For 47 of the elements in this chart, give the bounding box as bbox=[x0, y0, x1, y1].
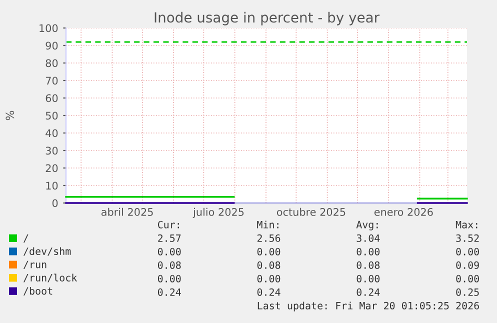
text: Max: bbox=[456, 220, 478, 228]
y-tick-label: 40 bbox=[46, 129, 58, 138]
text: 0.08 bbox=[257, 261, 280, 269]
y-tick-label: 50 bbox=[46, 112, 58, 120]
y-tick-label: 80 bbox=[46, 59, 58, 68]
text: 0.00 bbox=[456, 274, 479, 282]
x-tick-label: octubre 2025 bbox=[276, 208, 346, 216]
y-tick-label: 90 bbox=[46, 42, 58, 50]
text: 0.00 bbox=[356, 274, 380, 282]
text: Last update: Fri Mar 20 01:05:25 2026 bbox=[258, 302, 479, 312]
text: 0.00 bbox=[158, 248, 181, 256]
text: 3.52 bbox=[456, 234, 479, 242]
y-tick-label: 70 bbox=[46, 76, 58, 85]
chart-title: Inode usage in percent - by year bbox=[154, 12, 380, 26]
text: Avg: bbox=[356, 220, 378, 230]
y-axis-title: % bbox=[6, 110, 14, 120]
text: 2.57 bbox=[158, 234, 181, 242]
text: Min: bbox=[257, 220, 278, 228]
x-tick-label: julio 2025 bbox=[192, 208, 244, 218]
text: 0.24 bbox=[158, 288, 181, 296]
y-tick-label: 10 bbox=[46, 182, 58, 190]
text: 2.56 bbox=[257, 234, 280, 242]
text: 0.00 bbox=[356, 248, 380, 256]
y-tick-label: 60 bbox=[46, 94, 58, 102]
legend-label: /boot bbox=[24, 286, 52, 296]
legend-label: /dev/shm bbox=[24, 247, 71, 256]
legend-label: /run/lock bbox=[24, 274, 78, 282]
text: 0.24 bbox=[257, 288, 280, 296]
text: 0.00 bbox=[257, 248, 280, 256]
text: 0.00 bbox=[158, 274, 181, 282]
y-tick-label: 0 bbox=[52, 199, 58, 208]
text: 3.04 bbox=[356, 234, 380, 242]
text: 0.09 bbox=[456, 261, 479, 269]
text: 0.00 bbox=[456, 248, 479, 256]
text: 0.24 bbox=[356, 288, 380, 296]
text: 0.08 bbox=[356, 261, 380, 269]
x-tick-label: abril 2025 bbox=[101, 208, 153, 216]
legend-label: /run bbox=[24, 260, 46, 270]
x-tick-label: enero 2026 bbox=[374, 208, 433, 216]
y-tick-label: 100 bbox=[40, 24, 58, 32]
text: Cur: bbox=[158, 220, 180, 228]
y-tick-label: 30 bbox=[46, 146, 58, 155]
y-tick-label: 20 bbox=[46, 164, 58, 172]
text: 0.25 bbox=[456, 288, 479, 296]
text: 0.08 bbox=[158, 261, 181, 269]
legend-label: / bbox=[24, 234, 28, 243]
text: 0.00 bbox=[257, 274, 280, 282]
